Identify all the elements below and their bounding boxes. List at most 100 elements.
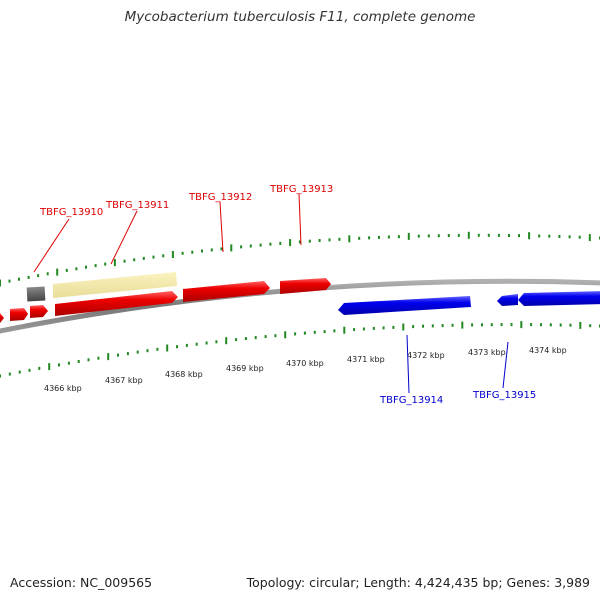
minor-tick — [451, 323, 454, 327]
major-tick — [520, 321, 523, 329]
major-tick — [230, 244, 233, 252]
minor-tick — [205, 341, 208, 345]
gene-arrow-tbfg-13915 — [497, 294, 518, 306]
kbp-label: 4366 kbp — [44, 384, 82, 393]
minor-tick — [333, 329, 336, 333]
minor-tick — [75, 267, 78, 271]
gene-arrow-tbfg-13911 — [55, 291, 178, 316]
minor-tick — [510, 323, 513, 327]
minor-tick — [259, 243, 262, 247]
minor-tick — [104, 262, 107, 266]
minor-tick — [126, 352, 129, 356]
minor-tick — [8, 372, 11, 376]
minor-tick — [117, 353, 119, 357]
gene-arrow-tbfg-13913 — [280, 278, 331, 294]
gene-arrow-tbfg-13912 — [183, 281, 270, 302]
map-title: Mycobacterium tuberculosis F11, complete… — [124, 9, 476, 25]
minor-tick — [318, 239, 321, 242]
minor-tick — [569, 323, 572, 327]
minor-tick — [548, 234, 551, 238]
minor-tick — [447, 234, 450, 237]
minor-tick — [85, 265, 87, 269]
minor-tick — [58, 363, 60, 367]
gene-labels: TBFG_13910 TBFG_13911 TBFG_13912 TBFG_13… — [39, 184, 536, 406]
minor-tick — [500, 323, 503, 327]
minor-tick — [94, 264, 97, 268]
minor-tick — [87, 358, 90, 362]
minor-tick — [162, 254, 165, 258]
minor-tick — [422, 324, 424, 328]
gene-arrow — [10, 308, 28, 321]
leader-tbfg-13910 — [33, 218, 70, 273]
major-tick — [461, 321, 464, 329]
leader-tbfg-13913 — [298, 193, 302, 246]
minor-tick — [568, 235, 571, 239]
minor-tick — [392, 325, 395, 329]
minor-tick — [133, 258, 136, 262]
gene-arrow — [0, 313, 4, 323]
minor-tick — [368, 236, 371, 240]
gene-label-tbfg-13910: TBFG_13910 — [39, 207, 103, 218]
minor-tick — [481, 323, 483, 327]
minor-tick — [77, 360, 80, 363]
major-tick — [343, 326, 346, 334]
minor-tick — [431, 324, 434, 328]
major-tick — [0, 279, 1, 287]
minor-tick — [18, 370, 21, 374]
minor-tick — [28, 368, 31, 372]
kbp-label: 4374 kbp — [529, 346, 567, 355]
minor-tick — [303, 331, 306, 335]
minor-tick — [67, 361, 70, 365]
gene-label-tbfg-13914: TBFG_13914 — [379, 395, 443, 406]
minor-tick — [328, 238, 331, 242]
minor-tick — [152, 255, 155, 259]
major-tick — [113, 259, 116, 267]
major-tick — [166, 344, 169, 352]
minor-tick — [441, 324, 444, 328]
major-tick — [528, 232, 531, 240]
minor-tick — [294, 332, 297, 336]
minor-tick — [254, 336, 257, 340]
minor-tick — [210, 248, 213, 252]
minor-tick — [549, 323, 552, 327]
minor-tick — [490, 323, 493, 327]
minor-tick — [530, 323, 533, 327]
minor-tick — [387, 235, 390, 239]
minor-tick — [123, 259, 126, 263]
major-tick — [467, 231, 470, 239]
minor-tick — [578, 235, 581, 239]
minor-tick — [156, 347, 159, 351]
feature-box — [26, 286, 46, 302]
minor-tick — [240, 245, 243, 249]
label-leaders — [33, 193, 509, 394]
major-tick — [579, 321, 582, 329]
accession-label: Accession: NC_009565 — [10, 575, 153, 590]
genome-summary: Topology: circular; Length: 4,424,435 bp… — [246, 575, 590, 590]
minor-tick — [244, 337, 247, 341]
minor-tick — [220, 247, 223, 251]
minor-tick — [382, 326, 385, 330]
gene-arrow-tbfg-13914 — [338, 296, 471, 315]
kbp-label: 4369 kbp — [226, 364, 264, 373]
minor-tick — [136, 350, 139, 354]
minor-tick — [181, 251, 184, 255]
minor-tick — [437, 234, 440, 238]
minor-tick — [508, 234, 510, 237]
minor-tick — [540, 323, 542, 327]
minor-tick — [308, 239, 311, 243]
highlight-feature — [53, 272, 177, 298]
kbp-label: 4371 kbp — [347, 355, 385, 364]
minor-tick — [264, 335, 267, 339]
minor-tick — [195, 342, 198, 346]
major-tick — [225, 337, 228, 345]
minor-tick — [338, 237, 341, 241]
reverse-strand-features — [338, 291, 600, 315]
minor-tick — [176, 345, 178, 349]
minor-tick — [538, 234, 541, 238]
major-tick — [588, 234, 591, 242]
gene-label-tbfg-13911: TBFG_13911 — [105, 200, 169, 211]
major-tick — [348, 235, 351, 243]
minor-tick — [185, 343, 188, 347]
minor-tick — [37, 274, 40, 278]
kbp-label: 4368 kbp — [165, 370, 203, 379]
